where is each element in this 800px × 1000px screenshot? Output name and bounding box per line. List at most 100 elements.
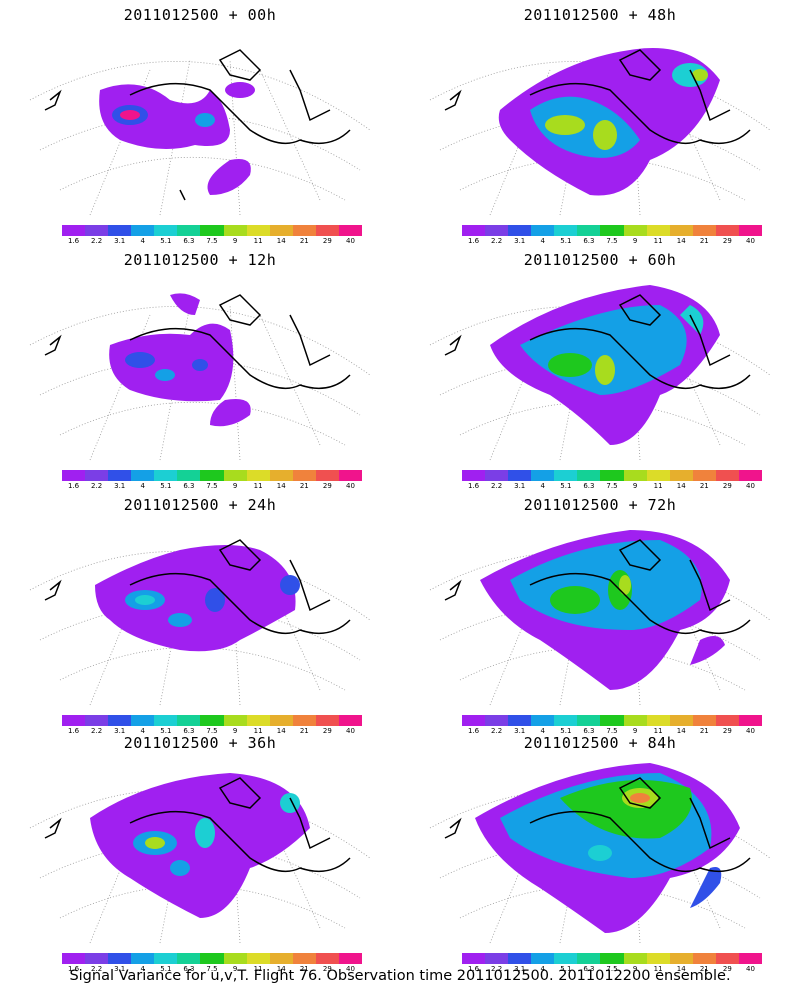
colorbar-label: 1.6 xyxy=(67,482,80,490)
colorbar-label: 3.1 xyxy=(114,965,126,973)
colorbar-label: 7.5 xyxy=(606,965,618,973)
colorbar-label: 6.3 xyxy=(183,727,195,735)
colorbar-swatch xyxy=(131,470,155,481)
colorbar-label: 3.1 xyxy=(114,237,126,245)
colorbar-label: 14 xyxy=(276,727,286,735)
colorbar-label: 21 xyxy=(699,482,709,490)
figure-caption: Signal Variance for u,v,T. Flight 76. Ob… xyxy=(69,968,731,984)
coastlines xyxy=(444,777,751,873)
colorbar-swatch xyxy=(531,953,555,964)
colorbar-label: 9 xyxy=(232,482,238,490)
colorbar-swatch xyxy=(62,225,86,236)
coastlines xyxy=(44,777,351,873)
colorbar xyxy=(462,225,763,236)
colorbar-swatch xyxy=(462,953,486,964)
colorbar-swatch xyxy=(715,715,739,726)
colorbar-label: 29 xyxy=(722,237,732,245)
colorbar-label: 14 xyxy=(676,965,686,973)
coastlines xyxy=(444,294,751,390)
colorbar-label: 29 xyxy=(322,727,332,735)
panel-title: 2011012500 + 84h xyxy=(523,734,677,752)
colorbar-labels: 1.6 2.2 3.1 4 5.1 6.3 7.5 9 11 14 21 29 40 xyxy=(462,482,762,492)
coastlines xyxy=(444,539,751,635)
colorbar xyxy=(462,715,763,726)
colorbar-swatch xyxy=(108,225,132,236)
colorbar-label: 14 xyxy=(276,237,286,245)
colorbar-labels: 1.6 2.2 3.1 4 5.1 6.3 7.5 9 11 14 21 29 40 xyxy=(462,727,762,737)
colorbar-label: 14 xyxy=(676,237,686,245)
colorbar-swatch xyxy=(577,225,601,236)
variance-field xyxy=(109,293,251,427)
colorbar-swatch xyxy=(177,225,201,236)
colorbar-label: 14 xyxy=(676,727,686,735)
colorbar xyxy=(462,470,763,481)
polar-map xyxy=(29,293,371,461)
colorbar-swatch xyxy=(246,225,270,236)
colorbar-swatch xyxy=(623,953,647,964)
polar-map xyxy=(429,530,771,706)
colorbar-label: 29 xyxy=(322,237,332,245)
colorbar-label: 9 xyxy=(632,965,638,973)
colorbar-label: 40 xyxy=(745,237,755,245)
polar-map xyxy=(429,285,771,461)
polar-map xyxy=(429,48,771,216)
colorbar-label: 6.3 xyxy=(183,482,195,490)
colorbar-label: 11 xyxy=(253,965,263,973)
coastlines xyxy=(44,49,351,201)
colorbar-swatch xyxy=(62,470,86,481)
colorbar-label: 5.1 xyxy=(160,237,172,245)
colorbar-label: 3.1 xyxy=(514,965,526,973)
colorbar-label: 2.2 xyxy=(91,965,103,973)
colorbar-label: 3.1 xyxy=(514,237,526,245)
colorbar-label: 5.1 xyxy=(560,482,572,490)
colorbar-label: 40 xyxy=(345,237,355,245)
colorbar-swatch xyxy=(646,225,670,236)
colorbar-label: 5.1 xyxy=(160,482,172,490)
colorbar-swatch xyxy=(200,715,224,726)
colorbar-label: 1.6 xyxy=(467,727,480,735)
panel-72h: 2011012500 + 72h 1.6 2.2 3.1 4 5.1 6.3 7.5 9 11 1… xyxy=(400,490,800,735)
colorbar-swatch xyxy=(692,715,716,726)
colorbar-swatch xyxy=(223,225,247,236)
polar-map xyxy=(29,49,371,216)
colorbar xyxy=(62,953,363,964)
colorbar-label: 29 xyxy=(322,965,332,973)
colorbar-swatch xyxy=(508,470,532,481)
colorbar-label: 14 xyxy=(276,482,286,490)
colorbar-label: 6.3 xyxy=(183,965,195,973)
variance-field xyxy=(498,48,720,196)
colorbar-label: 40 xyxy=(345,965,355,973)
colorbar-label: 21 xyxy=(699,237,709,245)
colorbar-label: 14 xyxy=(276,965,286,973)
colorbar-swatch xyxy=(531,715,555,726)
colorbar-label: 4 xyxy=(540,237,545,245)
colorbar-swatch xyxy=(338,715,363,726)
colorbar-swatch xyxy=(223,715,247,726)
colorbar-swatch xyxy=(738,470,763,481)
colorbar-label: 29 xyxy=(722,727,732,735)
colorbar-swatch xyxy=(246,953,270,964)
colorbar-label: 4 xyxy=(140,482,145,490)
colorbar-swatch xyxy=(646,470,670,481)
panel-12h: 2011012500 + 12h 1.6 2.2 3.1 4 5.1 6.3 7.5 9 11 1… xyxy=(0,245,400,490)
colorbar-swatch xyxy=(223,953,247,964)
colorbar-swatch xyxy=(62,953,86,964)
colorbar-swatch xyxy=(269,470,293,481)
coastlines xyxy=(44,539,351,635)
colorbar-swatch xyxy=(577,953,601,964)
colorbar-swatch xyxy=(154,953,178,964)
colorbar-label: 1.6 xyxy=(467,237,480,245)
colorbar-swatch xyxy=(131,225,155,236)
colorbar-label: 2.2 xyxy=(491,237,503,245)
colorbar-label: 1.6 xyxy=(67,237,80,245)
colorbar-label: 7.5 xyxy=(206,482,218,490)
colorbar-label: 40 xyxy=(345,482,355,490)
colorbar-swatch xyxy=(269,225,293,236)
colorbar-swatch xyxy=(246,470,270,481)
colorbar-swatch xyxy=(246,715,270,726)
variance-field xyxy=(99,82,255,195)
colorbar-swatch xyxy=(108,715,132,726)
colorbar-label: 40 xyxy=(745,727,755,735)
colorbar-label: 4 xyxy=(540,482,545,490)
colorbar-swatch xyxy=(462,715,486,726)
